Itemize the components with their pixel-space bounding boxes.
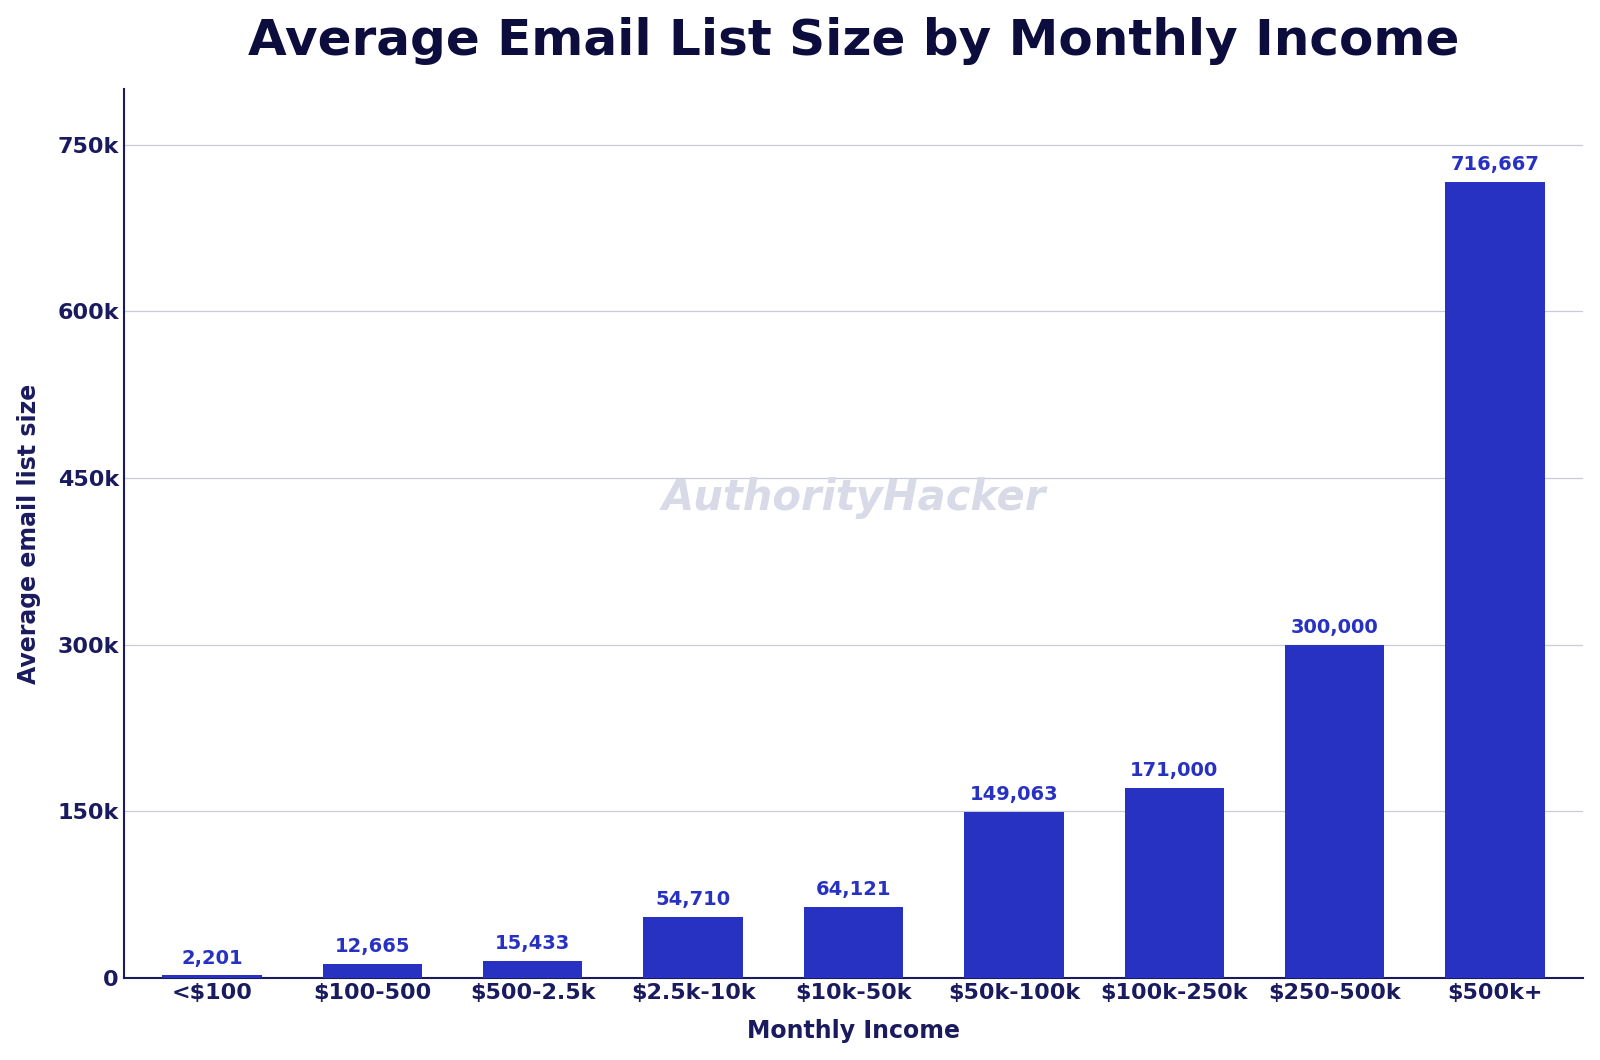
- Bar: [483, 960, 582, 977]
- X-axis label: Monthly Income: Monthly Income: [747, 1020, 960, 1043]
- Y-axis label: Average email list size: Average email list size: [16, 384, 40, 684]
- Text: AuthorityHacker: AuthorityHacker: [661, 477, 1046, 519]
- Text: 54,710: 54,710: [656, 890, 731, 909]
- Bar: [1445, 182, 1546, 977]
- Title: Average Email List Size by Monthly Income: Average Email List Size by Monthly Incom…: [248, 17, 1459, 65]
- Text: 15,433: 15,433: [494, 934, 570, 953]
- Bar: [643, 917, 742, 977]
- Text: 716,667: 716,667: [1451, 155, 1539, 174]
- Text: 2,201: 2,201: [181, 949, 243, 968]
- Bar: [1125, 788, 1224, 977]
- Text: 12,665: 12,665: [334, 937, 410, 956]
- Bar: [1285, 644, 1384, 977]
- Text: 149,063: 149,063: [970, 785, 1058, 805]
- Text: 171,000: 171,000: [1130, 761, 1219, 780]
- Text: 300,000: 300,000: [1291, 618, 1379, 637]
- Text: 64,121: 64,121: [816, 880, 891, 899]
- Bar: [323, 964, 422, 977]
- Bar: [965, 812, 1064, 977]
- Bar: [162, 975, 262, 977]
- Bar: [803, 906, 904, 977]
